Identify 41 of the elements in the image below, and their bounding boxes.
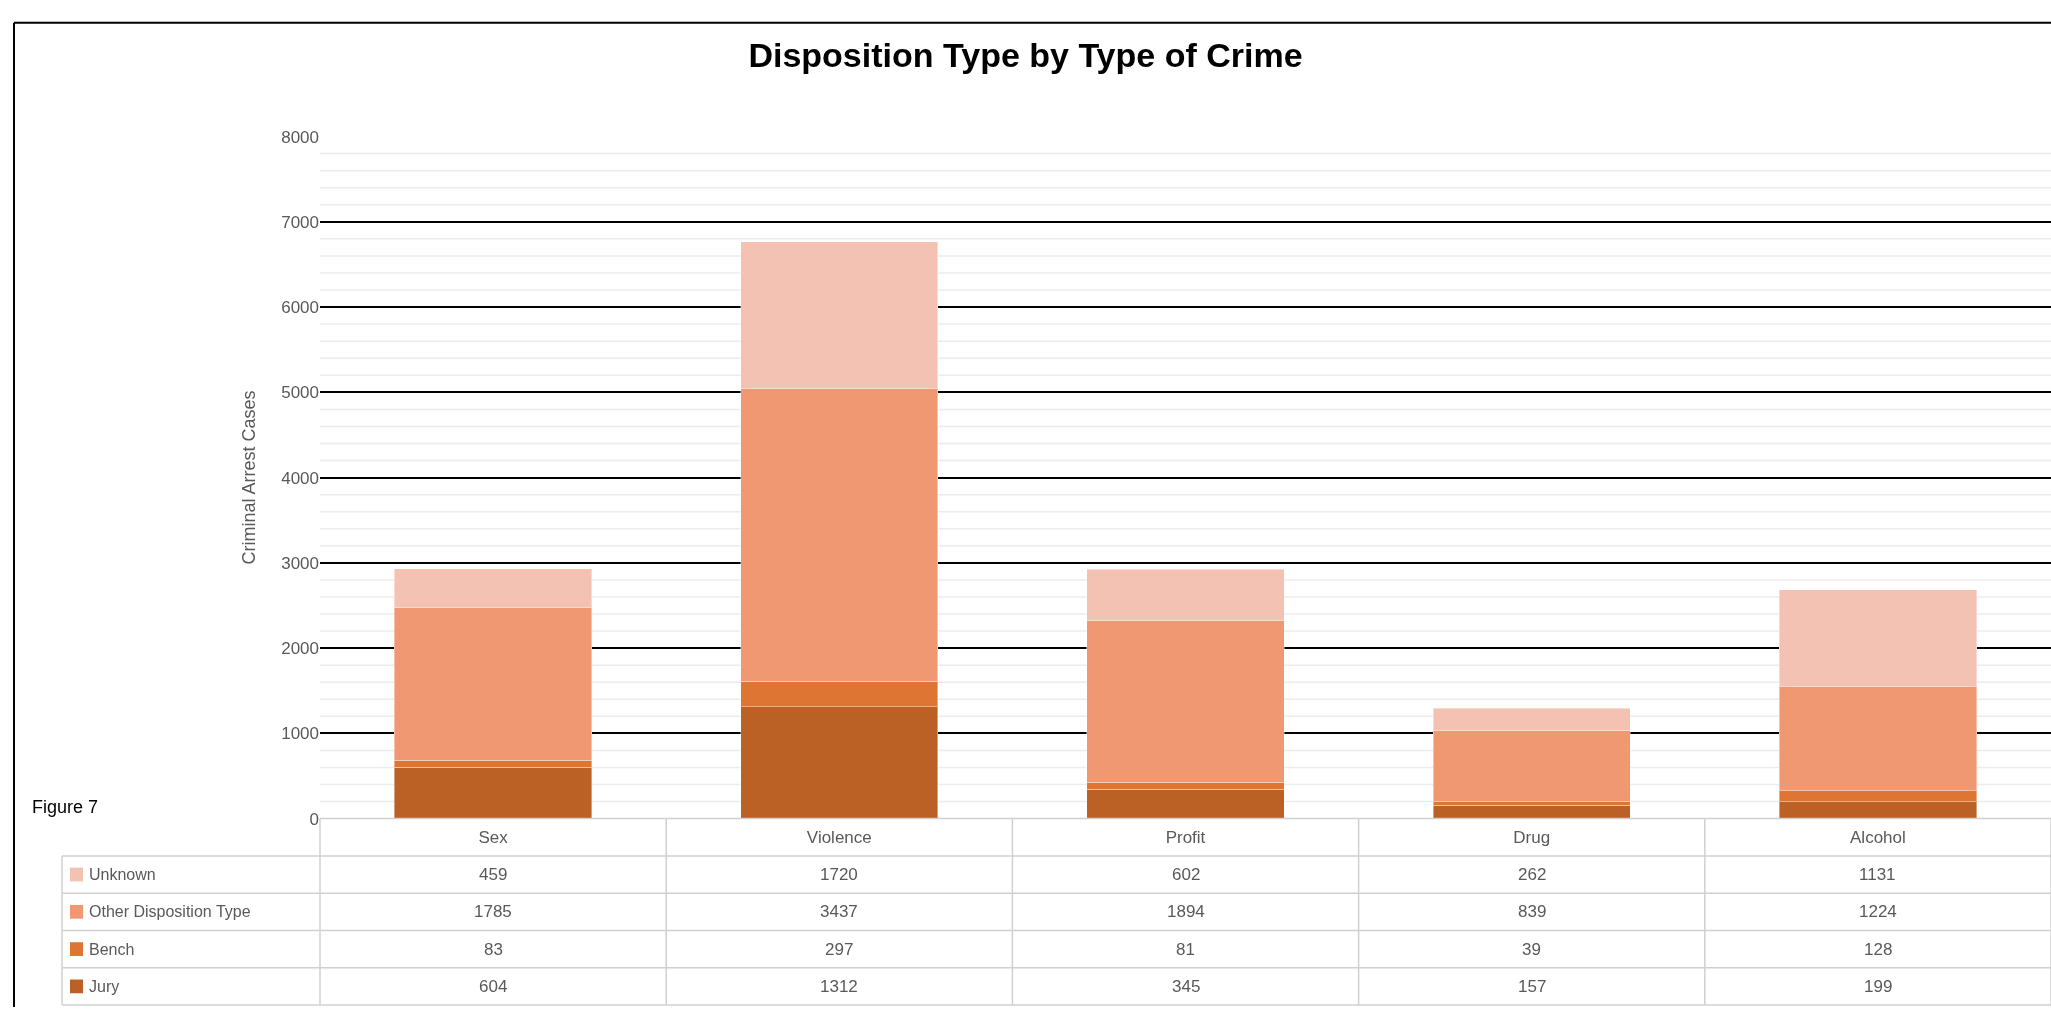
data-label: 39 — [1522, 940, 1541, 959]
y-tick-label: 0 — [309, 809, 319, 829]
data-label: 1312 — [820, 977, 858, 996]
data-label: 1224 — [1859, 902, 1897, 921]
caption: Figure 7 — [32, 797, 99, 817]
data-label: 81 — [1176, 940, 1195, 959]
legend-label: Other Disposition Type — [89, 903, 251, 920]
data-label: 3437 — [820, 902, 858, 921]
y-tick-label: 6000 — [281, 298, 319, 318]
x-tick-label: Sex — [478, 827, 509, 847]
data-label: 1894 — [1167, 902, 1205, 921]
y-tick-label: 1000 — [281, 724, 319, 744]
data-label: 199 — [1864, 977, 1893, 996]
y-tick-label: 2000 — [281, 639, 319, 659]
x-tick-label: Drug — [1513, 827, 1551, 847]
data-label: 262 — [1518, 865, 1547, 884]
chart-title: Disposition Type by Type of Crime — [748, 35, 1303, 74]
x-tick-label: Profit — [1165, 827, 1206, 847]
data-label: 1720 — [820, 865, 858, 884]
y-tick-label: 5000 — [281, 383, 319, 403]
y-tick-label: 3000 — [281, 553, 319, 573]
y-tick-label: 7000 — [281, 212, 319, 232]
data-label: 297 — [825, 940, 854, 959]
data-label: 157 — [1518, 977, 1547, 996]
data-label: 459 — [479, 865, 508, 884]
data-label: 128 — [1864, 940, 1893, 959]
data-label: 1785 — [474, 902, 512, 921]
data-label: 602 — [1172, 865, 1201, 884]
legend-label: Unknown — [89, 866, 156, 883]
data-label: 839 — [1518, 902, 1547, 921]
x-tick-label: Violence — [806, 827, 872, 847]
data-label: 1131 — [1859, 865, 1896, 884]
data-label: 83 — [484, 940, 503, 959]
y-tick-label: 8000 — [281, 127, 319, 147]
data-label: 604 — [479, 977, 508, 996]
data-label: 345 — [1172, 977, 1201, 996]
y-axis-title: Criminal Arrest Cases — [239, 390, 260, 565]
y-tick-label: 4000 — [281, 468, 319, 488]
x-tick-label: Alcohol — [1850, 827, 1906, 847]
legend-label: Bench — [89, 941, 135, 958]
legend-label: Jury — [89, 978, 120, 995]
